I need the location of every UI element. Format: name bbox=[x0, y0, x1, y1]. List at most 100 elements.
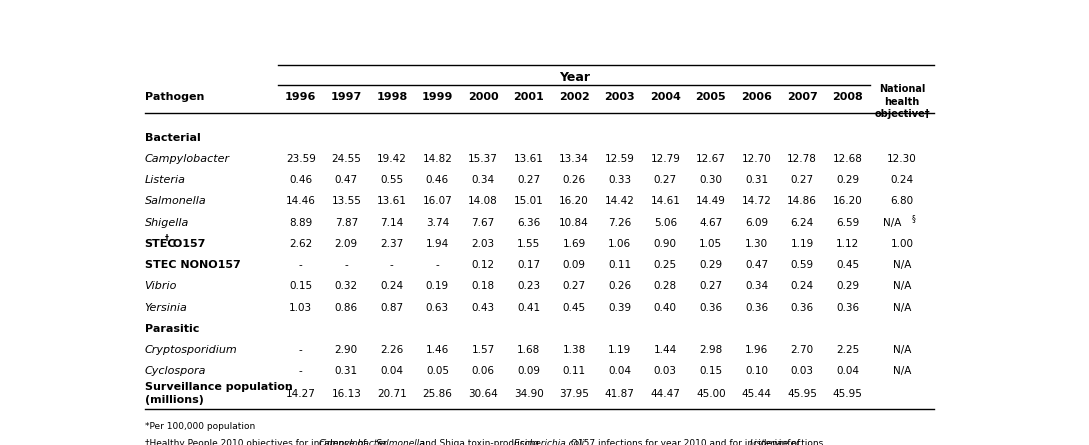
Text: 0.26: 0.26 bbox=[563, 175, 586, 185]
Text: 0.41: 0.41 bbox=[517, 303, 540, 313]
Text: 14.82: 14.82 bbox=[423, 154, 452, 164]
Text: -: - bbox=[298, 260, 303, 270]
Text: 1.55: 1.55 bbox=[517, 239, 540, 249]
Text: 0.15: 0.15 bbox=[699, 366, 722, 376]
Text: 5.06: 5.06 bbox=[653, 218, 677, 228]
Text: 13.34: 13.34 bbox=[560, 154, 589, 164]
Text: Year: Year bbox=[559, 71, 589, 84]
Text: 0.29: 0.29 bbox=[699, 260, 722, 270]
Text: 0.27: 0.27 bbox=[563, 281, 586, 291]
Text: 2.62: 2.62 bbox=[289, 239, 313, 249]
Text: 0.29: 0.29 bbox=[836, 175, 859, 185]
Text: 2.03: 2.03 bbox=[472, 239, 494, 249]
Text: 12.67: 12.67 bbox=[696, 154, 725, 164]
Text: 0.04: 0.04 bbox=[836, 366, 859, 376]
Text: 1.96: 1.96 bbox=[745, 345, 768, 355]
Text: 0.09: 0.09 bbox=[517, 366, 540, 376]
Text: 0.24: 0.24 bbox=[380, 281, 403, 291]
Text: 0.32: 0.32 bbox=[334, 281, 358, 291]
Text: 0.05: 0.05 bbox=[426, 366, 449, 376]
Text: 0.18: 0.18 bbox=[472, 281, 494, 291]
Text: -: - bbox=[298, 366, 303, 376]
Text: 12.30: 12.30 bbox=[888, 154, 917, 164]
Text: 0.27: 0.27 bbox=[653, 175, 677, 185]
Text: 0.15: 0.15 bbox=[290, 281, 313, 291]
Text: 12.78: 12.78 bbox=[787, 154, 817, 164]
Text: 1.05: 1.05 bbox=[699, 239, 722, 249]
Text: 1.30: 1.30 bbox=[745, 239, 768, 249]
Text: N/A: N/A bbox=[893, 366, 911, 376]
Text: 0.11: 0.11 bbox=[563, 366, 586, 376]
Text: Cryptosporidium: Cryptosporidium bbox=[145, 345, 237, 355]
Text: 0.04: 0.04 bbox=[609, 366, 632, 376]
Text: 0.23: 0.23 bbox=[517, 281, 540, 291]
Text: 0.43: 0.43 bbox=[472, 303, 494, 313]
Text: 12.79: 12.79 bbox=[650, 154, 681, 164]
Text: 12.70: 12.70 bbox=[742, 154, 771, 164]
Text: 45.44: 45.44 bbox=[742, 388, 771, 399]
Text: †: † bbox=[166, 234, 169, 243]
Text: Escherichia coli: Escherichia coli bbox=[514, 439, 584, 445]
Text: 14.61: 14.61 bbox=[650, 196, 681, 206]
Text: 37.95: 37.95 bbox=[560, 388, 589, 399]
Text: 7.67: 7.67 bbox=[472, 218, 494, 228]
Text: 6.59: 6.59 bbox=[836, 218, 859, 228]
Text: 0.27: 0.27 bbox=[791, 175, 813, 185]
Text: 0.17: 0.17 bbox=[517, 260, 540, 270]
Text: 1.38: 1.38 bbox=[563, 345, 586, 355]
Text: 15.37: 15.37 bbox=[468, 154, 498, 164]
Text: 2005: 2005 bbox=[696, 92, 726, 102]
Text: 0.25: 0.25 bbox=[653, 260, 677, 270]
Text: 15.01: 15.01 bbox=[514, 196, 543, 206]
Text: N/A: N/A bbox=[893, 303, 911, 313]
Text: 0.39: 0.39 bbox=[608, 303, 632, 313]
Text: 14.72: 14.72 bbox=[742, 196, 771, 206]
Text: Shigella: Shigella bbox=[145, 218, 188, 228]
Text: 20.71: 20.71 bbox=[377, 388, 406, 399]
Text: 1.44: 1.44 bbox=[653, 345, 677, 355]
Text: N/A: N/A bbox=[893, 281, 911, 291]
Text: 1998: 1998 bbox=[376, 92, 407, 102]
Text: 0.87: 0.87 bbox=[380, 303, 403, 313]
Text: 23.59: 23.59 bbox=[285, 154, 316, 164]
Text: 2.26: 2.26 bbox=[380, 345, 403, 355]
Text: 45.95: 45.95 bbox=[787, 388, 817, 399]
Text: 0.86: 0.86 bbox=[334, 303, 358, 313]
Text: 3.74: 3.74 bbox=[426, 218, 449, 228]
Text: 14.46: 14.46 bbox=[285, 196, 316, 206]
Text: 0.33: 0.33 bbox=[608, 175, 632, 185]
Text: 4.67: 4.67 bbox=[699, 218, 722, 228]
Text: 1.06: 1.06 bbox=[608, 239, 632, 249]
Text: 6.36: 6.36 bbox=[517, 218, 540, 228]
Text: O157: O157 bbox=[169, 239, 206, 249]
Text: 0.36: 0.36 bbox=[745, 303, 768, 313]
Text: Pathogen: Pathogen bbox=[145, 92, 204, 102]
Text: 0.27: 0.27 bbox=[699, 281, 722, 291]
Text: 0.09: 0.09 bbox=[563, 260, 586, 270]
Text: 0.04: 0.04 bbox=[380, 366, 403, 376]
Text: ,: , bbox=[371, 439, 377, 445]
Text: 0.34: 0.34 bbox=[745, 281, 768, 291]
Text: 44.47: 44.47 bbox=[650, 388, 681, 399]
Text: §: § bbox=[911, 214, 916, 222]
Text: 0.47: 0.47 bbox=[745, 260, 768, 270]
Text: 2008: 2008 bbox=[832, 92, 862, 102]
Text: Yersinia: Yersinia bbox=[145, 303, 187, 313]
Text: -: - bbox=[298, 345, 303, 355]
Text: 13.55: 13.55 bbox=[331, 196, 362, 206]
Text: 0.34: 0.34 bbox=[472, 175, 494, 185]
Text: 0.45: 0.45 bbox=[563, 303, 586, 313]
Text: 0.19: 0.19 bbox=[426, 281, 449, 291]
Text: 2003: 2003 bbox=[604, 92, 635, 102]
Text: 24.55: 24.55 bbox=[331, 154, 362, 164]
Text: 19.42: 19.42 bbox=[377, 154, 407, 164]
Text: 2000: 2000 bbox=[467, 92, 499, 102]
Text: 13.61: 13.61 bbox=[377, 196, 407, 206]
Text: 8.89: 8.89 bbox=[289, 218, 313, 228]
Text: 7.14: 7.14 bbox=[380, 218, 403, 228]
Text: 0.31: 0.31 bbox=[745, 175, 768, 185]
Text: 0.36: 0.36 bbox=[699, 303, 722, 313]
Text: 13.61: 13.61 bbox=[514, 154, 543, 164]
Text: 0.40: 0.40 bbox=[653, 303, 676, 313]
Text: 12.59: 12.59 bbox=[604, 154, 635, 164]
